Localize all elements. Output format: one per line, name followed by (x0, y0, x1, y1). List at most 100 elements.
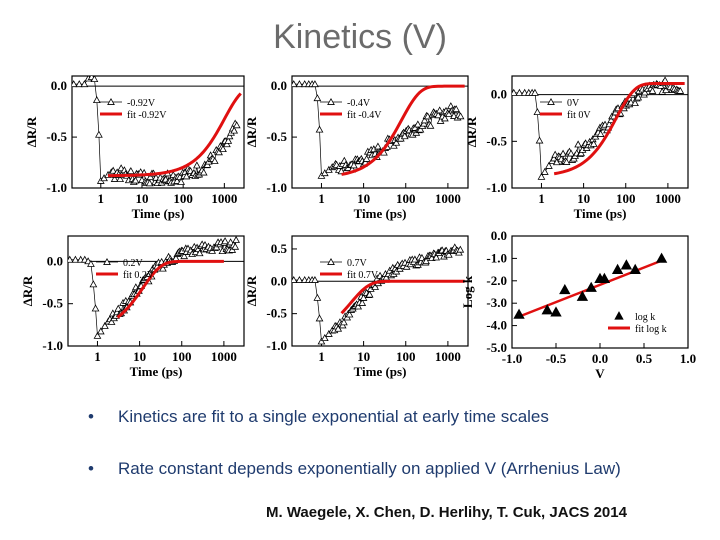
plot-data (292, 80, 468, 179)
data-point (371, 282, 380, 290)
data-point (180, 252, 189, 260)
log-k-point (629, 263, 641, 274)
data-point (232, 121, 241, 129)
data-point (71, 255, 80, 263)
bullet-marker: • (88, 459, 94, 478)
y-tick-label: -1.0 (42, 338, 63, 353)
x-tick-label: 100 (173, 191, 193, 206)
data-point (317, 337, 326, 345)
data-point (340, 318, 348, 326)
data-point (627, 98, 635, 106)
citation: M. Waegele, X. Chen, D. Herlihy, T. Cuk,… (266, 504, 627, 521)
y-tick-label: 0.0 (271, 78, 287, 93)
x-tick-label: 1000 (435, 191, 461, 206)
data-point (315, 125, 324, 133)
y-tick-label: -5.0 (486, 340, 507, 355)
x-tick-label: -0.5 (546, 351, 567, 366)
data-point (634, 93, 643, 101)
data-point (676, 86, 685, 94)
legend-marker (103, 257, 111, 265)
x-tick-label: 1000 (211, 191, 237, 206)
data-point (95, 130, 103, 138)
x-tick-label: 1.0 (680, 351, 696, 366)
data-point (92, 96, 101, 104)
log-k-point (541, 304, 553, 315)
plot-frame (71, 75, 245, 189)
legend-label: 0V (567, 98, 580, 109)
data-point (640, 88, 649, 96)
y-tick-label: 0.0 (271, 273, 287, 288)
data-point (577, 149, 585, 157)
log-k-point (620, 259, 633, 270)
data-point (107, 317, 116, 325)
data-point (607, 116, 616, 124)
data-point (315, 314, 324, 322)
legend-label: 0.2V (123, 258, 144, 269)
data-point (365, 290, 374, 298)
x-tick-label: 1000 (435, 349, 461, 364)
fit-curve (116, 259, 224, 319)
data-point (68, 255, 74, 263)
y-tick-label: -1.0 (266, 180, 287, 195)
legend-marker (327, 97, 335, 105)
data-point (537, 172, 546, 180)
legend-marker (614, 311, 624, 320)
log-k-point (611, 263, 624, 274)
bullet-text: Kinetics are fit to a single exponential… (118, 407, 549, 426)
x-tick-label: 0.5 (636, 351, 653, 366)
data-point (374, 142, 382, 150)
data-point (446, 102, 455, 110)
x-tick-label: 1 (94, 349, 101, 364)
data-point (295, 80, 304, 88)
y-tick-label: -1.0 (486, 180, 507, 195)
data-point (362, 154, 371, 162)
figure-svg: 1 10 100 1000 0.0 -0.5 -1.0 Time (ps) ΔR/R -0.92V… (20, 75, 696, 381)
legend-fit-label: fit 0V (567, 110, 591, 121)
log-k-point (598, 272, 611, 283)
data-point (531, 88, 539, 96)
y-axis-label: ΔR/R (24, 116, 39, 147)
x-tick-label: 1 (318, 349, 325, 364)
data-point (544, 161, 553, 169)
legend-label: -0.4V (347, 98, 371, 109)
bullet-text: Rate constant depends exponentially on a… (118, 459, 621, 478)
data-point (440, 114, 449, 122)
y-tick-label: 0.5 (271, 241, 288, 256)
data-point (589, 139, 598, 147)
legend-marker (107, 97, 115, 105)
data-point (456, 245, 465, 253)
y-tick-label: -4.0 (486, 318, 507, 333)
x-tick-label: 10 (577, 191, 590, 206)
x-axis-label: Time (ps) (132, 206, 185, 221)
data-point (444, 250, 453, 258)
data-point (210, 156, 219, 164)
fit-curve (341, 84, 465, 176)
chart-panel-2: 1 10 100 1000 0.0 -0.5 -1.0 Time (ps) ΔR/R -0.4Vf… (244, 75, 469, 221)
data-point (93, 331, 102, 339)
data-point (426, 121, 435, 129)
x-axis-label: Time (ps) (130, 364, 183, 379)
log-k-point (585, 281, 597, 292)
data-point (562, 157, 571, 165)
data-point (444, 110, 453, 118)
data-point (350, 161, 358, 169)
data-point (320, 334, 329, 342)
data-point (193, 161, 201, 169)
data-point (230, 126, 239, 134)
y-axis-label: Log k (460, 275, 475, 308)
x-tick-label: 10 (357, 191, 370, 206)
data-point (540, 167, 549, 175)
data-point (110, 174, 119, 182)
data-point (96, 327, 105, 335)
data-point (182, 172, 191, 180)
data-point (535, 136, 544, 144)
data-point (100, 321, 109, 329)
x-axis-label: V (595, 366, 605, 381)
y-tick-label: -1.0 (266, 338, 287, 353)
data-point (345, 310, 354, 318)
data-point (574, 140, 583, 148)
